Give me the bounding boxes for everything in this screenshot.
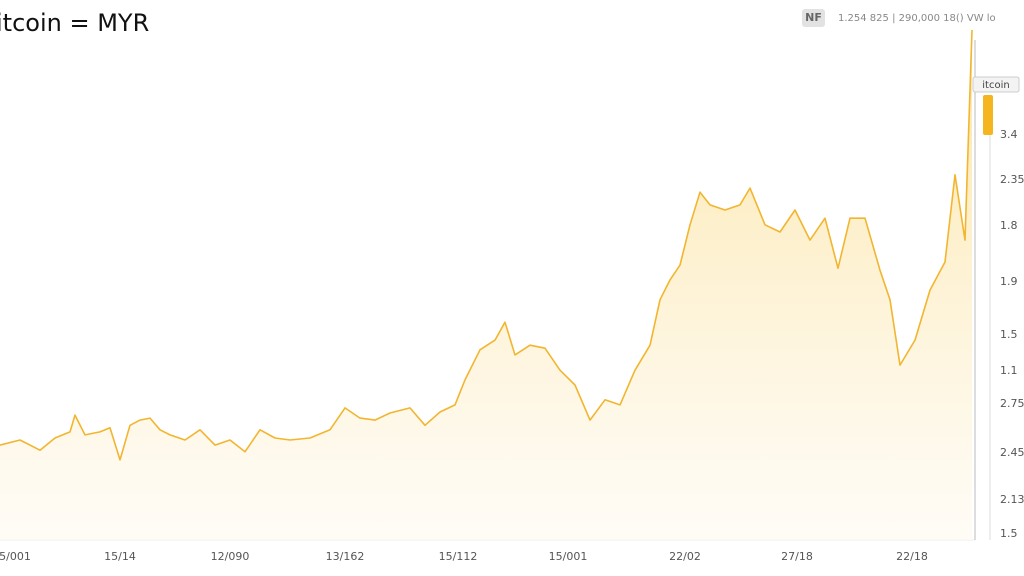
badge-box — [802, 9, 825, 27]
y-axis-label: 1.8 — [1000, 219, 1018, 232]
y-axis-label: 2.75 — [1000, 397, 1024, 410]
badge: NF — [805, 11, 822, 24]
x-tick-label: 15/112 — [439, 550, 478, 563]
x-tick-label: 12/090 — [211, 550, 250, 563]
x-tick-label: 13/162 — [326, 550, 365, 563]
tag-box — [972, 76, 1020, 93]
x-tick-label: 15/001 — [549, 550, 588, 563]
x-tick-label: 22/02 — [669, 550, 701, 563]
y-axis-label: 1.9 — [1000, 275, 1018, 288]
chart-title: itcoin = MYR — [0, 9, 149, 37]
x-tick-label: 27/18 — [781, 550, 813, 563]
y-axis-label: 2.35 — [1000, 173, 1024, 186]
tag: itcoin — [982, 80, 1009, 91]
area — [0, 30, 972, 540]
header-text: 1.254 825 | 290,000 18() VW lo — [838, 13, 996, 24]
y-axis-label: 3.4 — [1000, 128, 1018, 141]
x-tick-label: 22/18 — [896, 550, 928, 563]
x-tick-label: 5/001 — [0, 550, 31, 563]
x-tick-label: 15/14 — [104, 550, 136, 563]
y-axis-label: 2.45 — [1000, 446, 1024, 459]
y-axis-label: 1.1 — [1000, 364, 1018, 377]
price-marker — [983, 95, 993, 135]
price-line — [0, 29, 973, 461]
y-axis-label: 2.13 — [1000, 493, 1024, 506]
y-axis-label: 1.5 — [1000, 328, 1018, 341]
y-axis-label: 1.5 — [1000, 527, 1018, 540]
